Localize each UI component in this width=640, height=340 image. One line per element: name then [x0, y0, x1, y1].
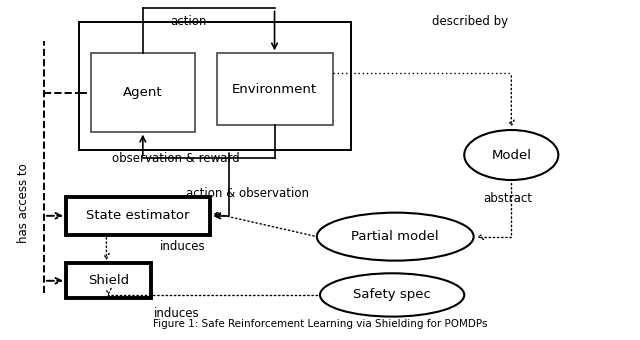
Bar — [216, 53, 333, 125]
Text: Model: Model — [492, 149, 531, 162]
Bar — [91, 53, 195, 132]
Text: induces: induces — [160, 240, 205, 253]
Ellipse shape — [317, 212, 474, 261]
Text: Safety spec: Safety spec — [353, 288, 431, 302]
Text: has access to: has access to — [17, 164, 31, 243]
Bar — [66, 263, 150, 298]
Text: observation & reward: observation & reward — [112, 152, 239, 165]
Text: induces: induces — [154, 307, 200, 320]
Text: Partial model: Partial model — [351, 230, 439, 243]
Bar — [66, 197, 211, 235]
Text: described by: described by — [433, 15, 509, 28]
Text: State estimator: State estimator — [86, 209, 190, 222]
Text: Figure 1: Safe Reinforcement Learning via Shielding for POMDPs: Figure 1: Safe Reinforcement Learning vi… — [153, 319, 487, 329]
Text: action & observation: action & observation — [186, 187, 309, 200]
Text: action: action — [170, 15, 207, 28]
Bar — [79, 22, 351, 150]
Text: Agent: Agent — [123, 86, 163, 99]
Text: Environment: Environment — [232, 83, 317, 96]
Text: Shield: Shield — [88, 274, 129, 287]
Ellipse shape — [320, 273, 464, 317]
Ellipse shape — [464, 130, 558, 180]
Text: abstract: abstract — [484, 192, 532, 205]
